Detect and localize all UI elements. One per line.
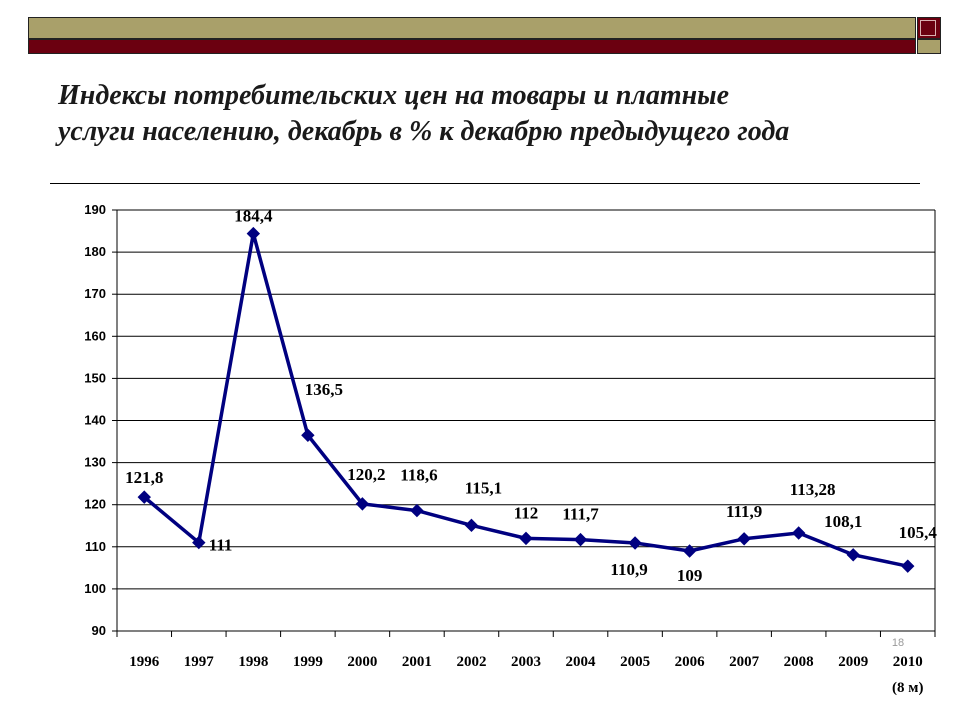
x-tick-label: 1996: [129, 654, 160, 670]
y-tick-label: 170: [84, 286, 106, 301]
data-label: 108,1: [824, 512, 862, 531]
data-point-marker: [846, 548, 860, 562]
chart-data-labels: 121,8 111 184,4 136,5 120,2 118,6 115,1 112 111,…: [125, 207, 937, 585]
header-corner-olive: [917, 39, 941, 54]
y-tick-label: 130: [84, 455, 106, 470]
y-tick-label: 90: [92, 623, 106, 638]
x-tick-label: 2008: [784, 654, 814, 670]
x-tick-label: 2007: [729, 654, 760, 670]
slide-title-line-1: Индексы потребительских цен на товары и …: [58, 80, 730, 111]
data-point-marker: [628, 536, 642, 550]
header-corner-frame: [920, 20, 936, 36]
slide-title: Индексы потребительских цен на товары и …: [58, 78, 918, 150]
y-tick-label: 100: [84, 581, 106, 596]
data-label: 109: [677, 566, 703, 585]
x-tick-label: 2005: [620, 654, 650, 670]
header-bar-maroon: [28, 39, 916, 54]
data-label: 110,9: [610, 560, 647, 579]
x-tick-label: 2002: [456, 654, 486, 670]
data-point-marker: [410, 503, 424, 518]
data-label: 111: [209, 536, 233, 555]
data-label: 111,9: [726, 502, 762, 521]
data-label: 105,4: [899, 523, 938, 542]
data-point-marker: [301, 428, 315, 442]
page-number: 18: [892, 637, 904, 649]
chart-gridlines: [117, 209, 935, 632]
data-point-marker: [192, 535, 206, 550]
y-tick-label: 150: [84, 370, 106, 385]
data-point-marker: [682, 544, 697, 558]
data-point-marker: [519, 531, 533, 546]
x-tick-label: 1999: [293, 654, 323, 670]
x-tick-label: 2010: [893, 654, 923, 670]
x-tick-label: 2001: [402, 654, 432, 670]
data-label: 113,28: [790, 480, 836, 499]
data-point-marker: [464, 518, 479, 533]
data-label: 121,8: [125, 468, 163, 487]
data-point-marker: [901, 559, 915, 573]
data-label: 115,1: [465, 478, 502, 497]
data-point-marker: [791, 526, 806, 540]
data-label: 118,6: [400, 466, 437, 485]
title-divider: [50, 183, 920, 184]
data-label: 136,5: [305, 380, 343, 399]
data-point-marker: [137, 490, 151, 504]
x-tick-label: 1997: [184, 654, 215, 670]
data-label: 120,2: [347, 465, 385, 484]
x-tick-label: 2009: [838, 654, 868, 670]
data-point-marker: [246, 226, 261, 241]
x-tick-label: 2003: [511, 654, 541, 670]
data-point-marker: [737, 532, 751, 546]
chart-series: [137, 226, 915, 573]
data-point-marker: [573, 532, 588, 547]
data-point-marker: [355, 497, 370, 511]
y-tick-label: 160: [84, 328, 106, 343]
data-label: 111,7: [562, 505, 599, 524]
x-tick-label: 2000: [347, 654, 377, 670]
header-bar-olive: [28, 17, 916, 39]
y-tick-label: 110: [85, 539, 106, 554]
data-label: 184,4: [234, 207, 273, 226]
x-tick-label: 2004: [566, 654, 597, 670]
chart-axes: 90 100 110 120 130 140 150 160 170 180 190 1996 1997…: [84, 202, 936, 696]
slide-title-line-2: услуги населению, декабрь в % к декабрю …: [58, 116, 790, 147]
y-tick-label: 120: [84, 497, 106, 512]
y-tick-label: 140: [84, 413, 106, 428]
y-tick-label: 180: [84, 244, 106, 259]
x-tick-label: 1998: [238, 654, 268, 670]
x-tick-label: 2006: [675, 654, 706, 670]
x-tick-sublabel: (8 м): [892, 680, 923, 696]
y-tick-label: 190: [84, 202, 106, 217]
data-label: 112: [514, 503, 539, 522]
